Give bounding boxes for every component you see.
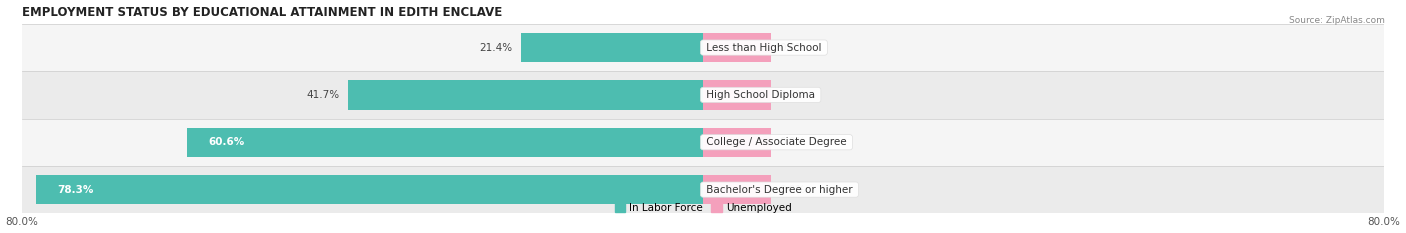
Bar bbox=[703, 175, 770, 204]
Text: Less than High School: Less than High School bbox=[703, 43, 825, 53]
Text: 21.4%: 21.4% bbox=[479, 43, 512, 53]
Text: College / Associate Degree: College / Associate Degree bbox=[703, 137, 849, 147]
Bar bbox=[520, 33, 703, 62]
Text: Source: ZipAtlas.com: Source: ZipAtlas.com bbox=[1289, 16, 1385, 25]
Text: Bachelor's Degree or higher: Bachelor's Degree or higher bbox=[703, 185, 856, 195]
Text: 0.0%: 0.0% bbox=[779, 137, 806, 147]
Bar bbox=[703, 33, 770, 62]
Bar bbox=[22, 71, 1384, 119]
Bar bbox=[349, 80, 703, 110]
Bar bbox=[22, 24, 1384, 71]
Bar bbox=[187, 128, 703, 157]
Text: EMPLOYMENT STATUS BY EDUCATIONAL ATTAINMENT IN EDITH ENCLAVE: EMPLOYMENT STATUS BY EDUCATIONAL ATTAINM… bbox=[22, 6, 502, 19]
Text: High School Diploma: High School Diploma bbox=[703, 90, 818, 100]
Bar bbox=[22, 166, 1384, 213]
Text: 41.7%: 41.7% bbox=[307, 90, 339, 100]
Bar bbox=[703, 80, 770, 110]
Text: 0.0%: 0.0% bbox=[779, 43, 806, 53]
Text: 78.3%: 78.3% bbox=[58, 185, 94, 195]
Text: 0.0%: 0.0% bbox=[779, 90, 806, 100]
Legend: In Labor Force, Unemployed: In Labor Force, Unemployed bbox=[610, 199, 796, 218]
Text: 0.0%: 0.0% bbox=[779, 185, 806, 195]
Bar bbox=[22, 119, 1384, 166]
Text: 60.6%: 60.6% bbox=[208, 137, 245, 147]
Bar bbox=[703, 128, 770, 157]
Bar bbox=[37, 175, 703, 204]
